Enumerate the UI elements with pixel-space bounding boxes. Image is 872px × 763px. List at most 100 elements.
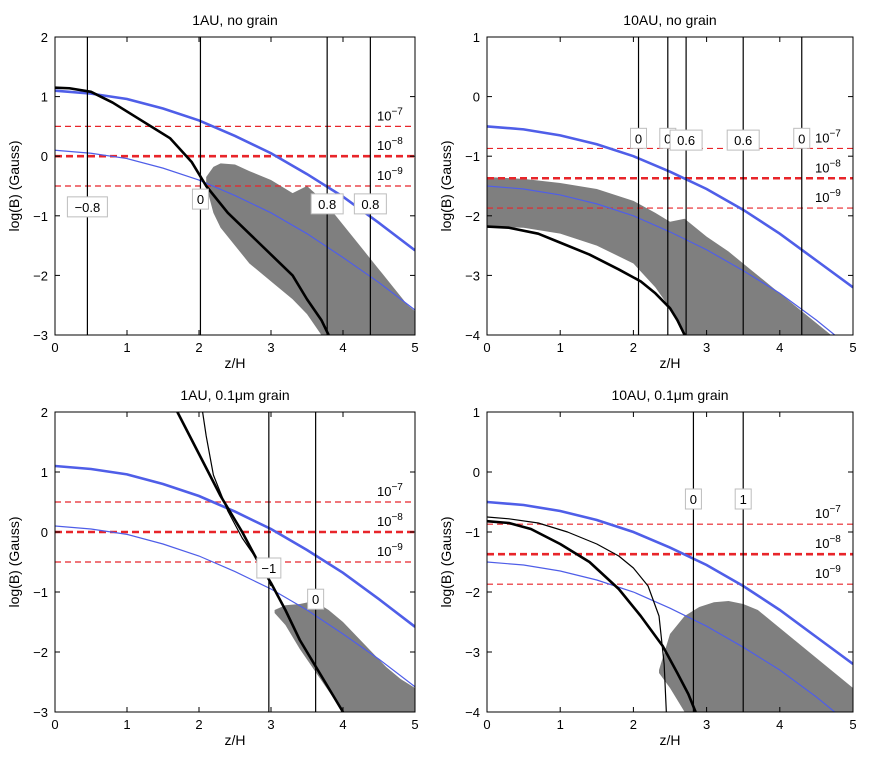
panel-3-vertical-label-2: 0 [312, 592, 319, 607]
panel-1-xtick-label: 1 [123, 340, 130, 355]
panel-3-shaded-region [274, 601, 415, 712]
panel-3-y-axis-label: log(B) (Gauss) [6, 516, 22, 607]
panel-4-reference-label-3: 10−9 [815, 564, 841, 581]
panel-4-xtick-label: 0 [483, 717, 490, 732]
panel-3-frame [54, 411, 416, 713]
panel-1-vertical-label-4: 0.8 [361, 197, 379, 212]
panel-2-vertical-label-4: 0.6 [734, 133, 752, 148]
panel-1-reference-label-1: 10−7 [377, 106, 403, 123]
panel-1-title: 1AU, no grain [192, 12, 278, 28]
panel-1-reference-label-base: 10 [377, 108, 391, 123]
panel-2-xtick-label: 3 [703, 340, 710, 355]
panel-1-reference-label-3: 10−9 [377, 166, 403, 183]
panel-3-reference-label-base: 10 [377, 544, 391, 559]
panel-3-ytick-label: −3 [33, 705, 48, 720]
panel-2-field-thick-curve [487, 125, 853, 289]
panel-2-x-axis-label: z/H [660, 355, 681, 371]
panel-4-ytick-label: −2 [465, 585, 480, 600]
panel-1-xtick-label: 5 [411, 340, 418, 355]
panel-2-shaded-region [487, 177, 832, 335]
panel-1-frame [54, 36, 416, 336]
panel-1-vertical-label-box-2 [191, 188, 209, 210]
panel-2-title: 10AU, no grain [623, 12, 716, 28]
panel-3-xtick-label: 2 [195, 717, 202, 732]
panel-1-reference-label-base: 10 [377, 168, 391, 183]
panel-3-ytick-label: 0 [41, 525, 48, 540]
panel-3-reference-label-base: 10 [377, 484, 391, 499]
panel-2-xtick-label: 2 [630, 340, 637, 355]
panel-2-reference-label-base: 10 [815, 130, 829, 145]
panel-3-vertical-label-box-2 [307, 588, 325, 610]
panel-1: 0 1 2 3 4 5 −3 −2 −1 0 1 2 1AU, no grain z/H log(B) (G… [6, 12, 419, 371]
panel-2: 0 1 2 3 4 5 −4 −3 −2 −1 0 1 10AU, no grain z/H log(B) … [438, 12, 857, 371]
panel-1-ytick-label: 1 [41, 90, 48, 105]
panel-1-xtick-label: 0 [51, 340, 58, 355]
panel-2-vertical-label-box-3 [669, 129, 703, 151]
panel-3-ytick-label: −2 [33, 645, 48, 660]
panel-2-ytick-label: −3 [465, 268, 480, 283]
panel-2-vertical-label-1: 0 [635, 131, 642, 146]
panel-4-black-curve-2 [487, 516, 667, 712]
panel-4-reference-label-1: 10−7 [815, 504, 841, 521]
panel-3-xtick-label: 1 [123, 717, 130, 732]
panel-1-black-curve-1 [55, 86, 330, 335]
panel-4-vertical-label-1: 0 [690, 492, 697, 507]
panel-4-xtick-label: 2 [630, 717, 637, 732]
panel-1-reference-label-exponent: −8 [391, 136, 403, 147]
panel-2-ytick-label: −2 [465, 209, 480, 224]
panel-1-ytick-label: −3 [33, 328, 48, 343]
panel-2-ytick-label: −1 [465, 149, 480, 164]
panel-1-plot-area [55, 37, 415, 335]
panel-4-field-thin-curve [487, 561, 836, 712]
panel-4-shaded-region [659, 601, 853, 712]
panel-2-xtick-label: 1 [557, 340, 564, 355]
panel-4-reference-label-base: 10 [815, 536, 829, 551]
panel-1-field-thin-curve [55, 149, 415, 311]
panel-1-x-axis-label: z/H [225, 355, 246, 371]
panel-4-xtick-label: 5 [849, 717, 856, 732]
panel-2-black-curve-1 [487, 225, 686, 335]
panel-1-ytick-label: 2 [41, 30, 48, 45]
panel-4-reference-label-exponent: −9 [829, 564, 841, 575]
panel-1-vertical-label-box-3 [310, 193, 344, 215]
panel-4-ytick-label: −1 [465, 525, 480, 540]
panel-1-vertical-label-box-1 [66, 196, 108, 218]
panel-3-field-thick-curve [55, 464, 415, 628]
panel-3-field-thin-curve [55, 525, 415, 688]
panel-2-vertical-label-box-1 [630, 127, 648, 149]
panel-3-vertical-label-1: −1 [261, 561, 276, 576]
panel-1-xtick-label: 4 [339, 340, 346, 355]
panel-2-ytick-label: 1 [473, 30, 480, 45]
panel-2-field-thin-curve [487, 185, 836, 335]
panel-4-ytick-label: −4 [465, 705, 480, 720]
panel-4-xtick-label: 1 [557, 717, 564, 732]
panel-4-ytick-label: −3 [465, 645, 480, 660]
panel-4-title: 10AU, 0.1μm grain [611, 387, 728, 403]
panel-3-reference-label-2: 10−8 [377, 512, 403, 529]
panel-1-reference-label-base: 10 [377, 138, 391, 153]
panel-4-reference-label-base: 10 [815, 506, 829, 521]
panel-2-vertical-label-box-4 [726, 129, 760, 151]
panel-4-black-curve-1 [487, 519, 697, 712]
panel-3-xtick-label: 3 [267, 717, 274, 732]
panel-2-xtick-label: 5 [849, 340, 856, 355]
panel-2-reference-label-exponent: −8 [829, 158, 841, 169]
panel-2-reference-label-exponent: −9 [829, 188, 841, 199]
panel-2-reference-label-base: 10 [815, 160, 829, 175]
panel-1-vertical-label-3: 0.8 [318, 197, 336, 212]
panel-2-frame [486, 36, 854, 336]
panel-4-y-axis-label: log(B) (Gauss) [438, 516, 454, 607]
panel-3: 0 1 2 3 4 5 −3 −2 −1 0 1 2 1AU, 0.1μm grain z/H log(B)… [6, 387, 419, 748]
panel-3-reference-label-1: 10−7 [377, 482, 403, 499]
panel-1-xtick-label: 3 [267, 340, 274, 355]
panel-4-vertical-label-box-1 [684, 488, 702, 510]
panel-3-reference-label-exponent: −7 [391, 482, 403, 493]
panel-4-frame [486, 411, 854, 713]
panel-1-ytick-label: −1 [33, 209, 48, 224]
panel-1-reference-label-exponent: −7 [391, 106, 403, 117]
panel-1-vertical-label-1: −0.8 [75, 200, 101, 215]
panel-3-xtick-label: 4 [339, 717, 346, 732]
panel-2-reference-label-base: 10 [815, 190, 829, 205]
panel-1-reference-label-exponent: −9 [391, 166, 403, 177]
panel-2-reference-label-exponent: −7 [829, 128, 841, 139]
